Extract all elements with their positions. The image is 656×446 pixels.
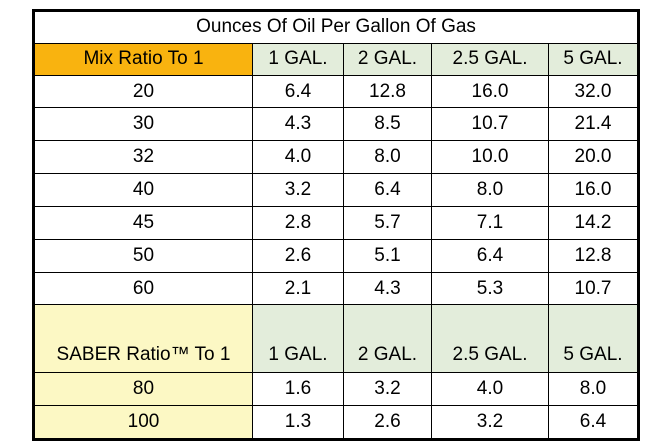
value-cell: 14.2 [547,205,641,240]
value-cell: 5.3 [431,271,549,306]
value-cell: 5.1 [343,238,432,273]
table-row: 32 4.0 8.0 10.0 20.0 [32,140,641,175]
ratio-cell: 20 [32,74,253,109]
value-cell: 6.4 [343,173,432,207]
value-cell: 3.2 [431,405,549,441]
table-row: 80 1.6 3.2 4.0 8.0 [32,372,641,406]
value-cell: 2.8 [252,205,344,240]
value-cell: 3.2 [343,372,432,406]
value-cell: 12.8 [547,238,641,273]
value-cell: 10.7 [431,107,549,142]
table-row: 45 2.8 5.7 7.1 14.2 [32,205,641,240]
value-cell: 21.4 [547,107,641,142]
ratio-cell: 45 [32,205,253,240]
mix-col-header-5gal: 5 GAL. [547,42,641,76]
value-cell: 4.0 [252,140,344,175]
table-title: Ounces Of Oil Per Gallon Of Gas [31,9,641,44]
ratio-cell: 30 [32,107,253,142]
table-row: 20 6.4 12.8 16.0 32.0 [32,74,641,109]
value-cell: 20.0 [547,140,641,175]
value-cell: 6.4 [547,405,641,441]
saber-ratio-header: SABER Ratio™ To 1 [32,304,253,374]
saber-col-header-2-5gal: 2.5 GAL. [431,304,549,374]
saber-col-header-5gal: 5 GAL. [547,304,641,374]
table-row: 50 2.6 5.1 6.4 12.8 [32,238,641,273]
mix-col-header-2-5gal: 2.5 GAL. [431,42,549,76]
value-cell: 5.7 [343,205,432,240]
value-cell: 16.0 [431,74,549,109]
ratio-cell: 50 [32,238,253,273]
table-row: 60 2.1 4.3 5.3 10.7 [32,271,641,306]
value-cell: 4.0 [431,372,549,406]
value-cell: 1.6 [252,372,344,406]
value-cell: 2.1 [252,271,344,306]
value-cell: 8.0 [343,140,432,175]
table-row: 100 1.3 2.6 3.2 6.4 [32,405,641,441]
mix-col-header-1gal: 1 GAL. [252,42,344,76]
ratio-cell: 40 [32,173,253,207]
value-cell: 3.2 [252,173,344,207]
table-row: 30 4.3 8.5 10.7 21.4 [32,107,641,142]
value-cell: 8.5 [343,107,432,142]
value-cell: 1.3 [252,405,344,441]
oil-gas-mix-table-container: Ounces Of Oil Per Gallon Of Gas Mix Rati… [31,9,641,441]
saber-col-header-1gal: 1 GAL. [252,304,344,374]
value-cell: 32.0 [547,74,641,109]
value-cell: 7.1 [431,205,549,240]
saber-col-header-2gal: 2 GAL. [343,304,432,374]
value-cell: 4.3 [343,271,432,306]
table-row: 40 3.2 6.4 8.0 16.0 [32,173,641,207]
value-cell: 8.0 [431,173,549,207]
value-cell: 12.8 [343,74,432,109]
value-cell: 8.0 [547,372,641,406]
value-cell: 10.7 [547,271,641,306]
value-cell: 16.0 [547,173,641,207]
value-cell: 6.4 [431,238,549,273]
value-cell: 2.6 [252,238,344,273]
value-cell: 4.3 [252,107,344,142]
oil-gas-mix-table: Ounces Of Oil Per Gallon Of Gas Mix Rati… [31,9,641,441]
saber-ratio-cell: 100 [32,405,253,441]
ratio-cell: 60 [32,271,253,306]
mix-ratio-header: Mix Ratio To 1 [32,42,253,76]
saber-ratio-cell: 80 [32,372,253,406]
ratio-cell: 32 [32,140,253,175]
value-cell: 6.4 [252,74,344,109]
mix-col-header-2gal: 2 GAL. [343,42,432,76]
value-cell: 2.6 [343,405,432,441]
value-cell: 10.0 [431,140,549,175]
